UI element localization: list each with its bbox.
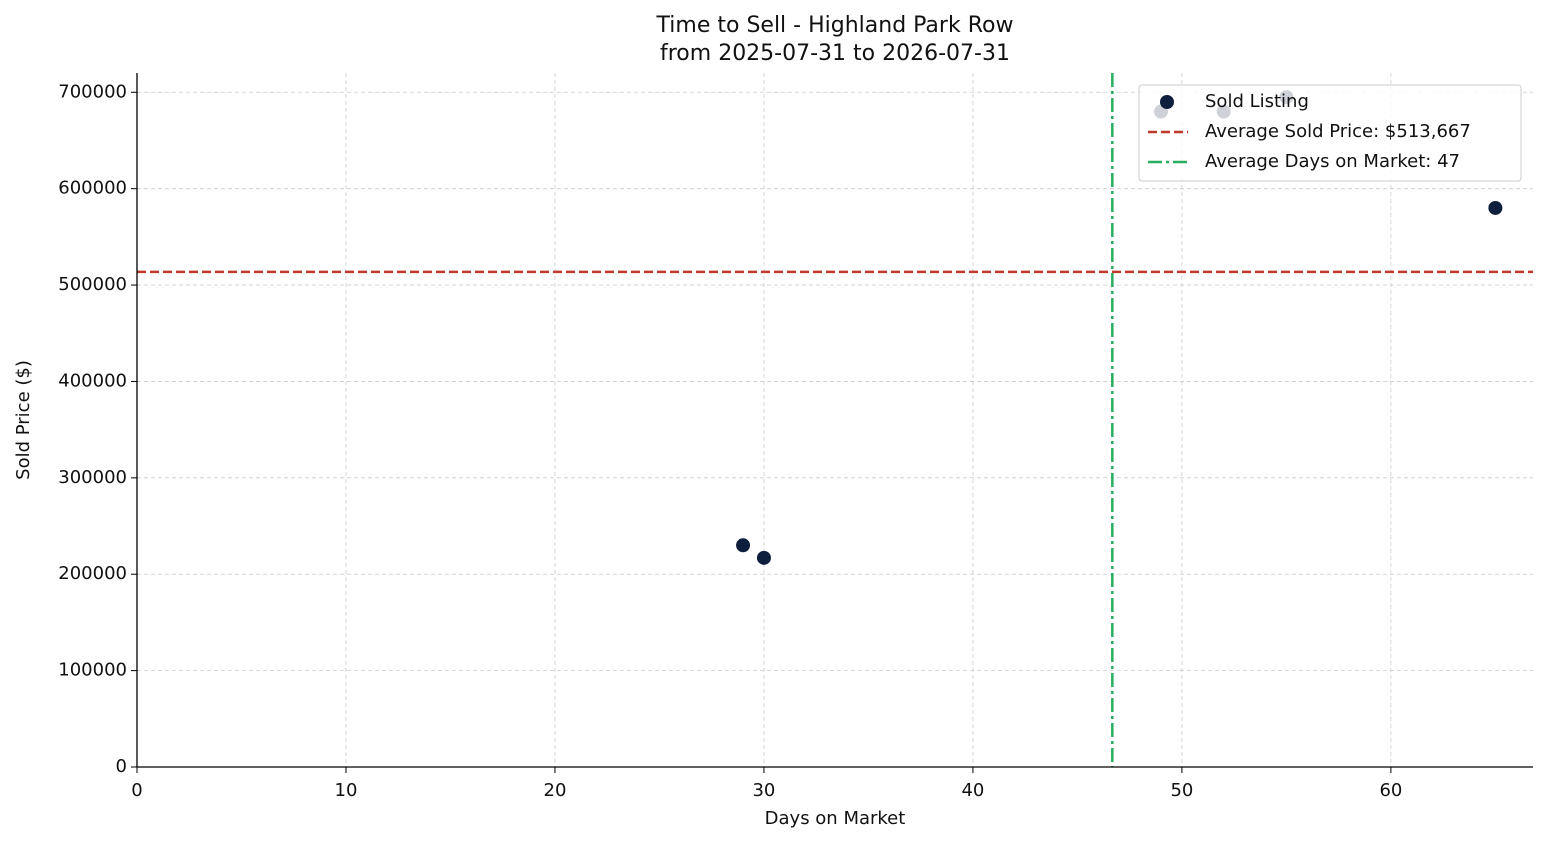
x-tick-label: 10	[335, 780, 358, 801]
x-tick-label: 0	[131, 780, 142, 801]
point	[756, 550, 771, 565]
x-tick-label: 50	[1170, 780, 1193, 801]
legend-label: Average Sold Price: $513,667	[1205, 121, 1471, 142]
legend-box	[1138, 84, 1522, 182]
x-tick-label: 30	[752, 780, 775, 801]
y-tick-label: 100000	[58, 660, 127, 681]
legend-label: Sold Listing	[1205, 91, 1309, 112]
x-tick-label: 60	[1379, 780, 1402, 801]
grid: 0 100000 200000 300000 400000 500000 600000 700…	[58, 73, 1533, 801]
point	[1488, 200, 1503, 215]
x-tick-label: 20	[544, 780, 567, 801]
y-tick-label: 500000	[58, 274, 127, 295]
legend-label: Average Days on Market: 47	[1205, 151, 1460, 172]
chart-subtitle: from 2025-07-31 to 2026-07-31	[660, 41, 1010, 66]
y-tick-label: 700000	[58, 81, 127, 102]
y-tick-label: 300000	[58, 467, 127, 488]
y-tick-label: 600000	[58, 178, 127, 199]
x-tick-label: 40	[961, 780, 984, 801]
y-tick-label: 200000	[58, 563, 127, 584]
legend: Sold Listing Average Sold Price: $513,667…	[1138, 84, 1522, 182]
point	[736, 538, 751, 553]
legend-marker	[1160, 95, 1174, 109]
y-axis-label: Sold Price ($)	[13, 360, 34, 480]
x-axis-label: Days on Market	[765, 808, 906, 829]
y-tick-label: 0	[116, 756, 127, 777]
y-tick-label: 400000	[58, 370, 127, 391]
chart-title: Time to Sell - Highland Park Row	[656, 13, 1014, 38]
